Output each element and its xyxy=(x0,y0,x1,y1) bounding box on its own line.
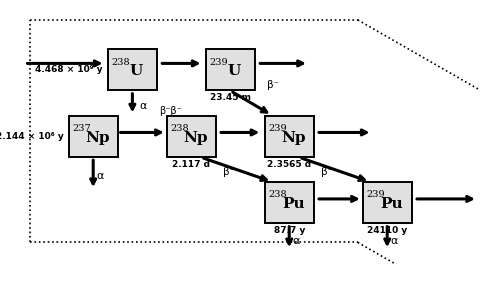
Text: 238: 238 xyxy=(268,191,287,200)
Text: β⁻: β⁻ xyxy=(223,167,235,176)
Text: 24110 y: 24110 y xyxy=(367,226,408,235)
FancyBboxPatch shape xyxy=(264,116,314,157)
Text: 2.117 d: 2.117 d xyxy=(172,160,210,169)
Text: β⁻: β⁻ xyxy=(321,167,333,176)
Text: β⁻: β⁻ xyxy=(267,80,280,90)
Text: α: α xyxy=(97,171,104,181)
Text: 4.468 × 10⁹ y: 4.468 × 10⁹ y xyxy=(36,65,103,74)
Text: 239: 239 xyxy=(210,58,229,67)
Text: 2.3565 d: 2.3565 d xyxy=(267,160,312,169)
Text: Np: Np xyxy=(85,131,110,145)
FancyBboxPatch shape xyxy=(166,116,216,157)
Text: Np: Np xyxy=(183,131,208,145)
FancyBboxPatch shape xyxy=(68,116,117,157)
FancyBboxPatch shape xyxy=(108,49,157,90)
Text: α: α xyxy=(391,235,398,246)
Text: α: α xyxy=(140,101,147,111)
FancyBboxPatch shape xyxy=(264,182,314,223)
Text: β⁻β⁻: β⁻β⁻ xyxy=(160,106,182,116)
Text: 87.7 y: 87.7 y xyxy=(274,226,305,235)
Text: 23.45 m: 23.45 m xyxy=(210,93,251,102)
Text: α: α xyxy=(293,235,300,246)
FancyBboxPatch shape xyxy=(362,182,412,223)
Text: 237: 237 xyxy=(72,124,92,133)
Text: 238: 238 xyxy=(112,58,130,67)
Text: 239: 239 xyxy=(268,124,287,133)
Text: U: U xyxy=(228,64,241,78)
Text: 2.144 × 10⁶ y: 2.144 × 10⁶ y xyxy=(0,132,64,141)
Text: Pu: Pu xyxy=(282,198,304,211)
Text: Np: Np xyxy=(281,131,305,145)
FancyBboxPatch shape xyxy=(206,49,255,90)
Text: 239: 239 xyxy=(366,191,385,200)
Text: Pu: Pu xyxy=(380,198,402,211)
Text: 238: 238 xyxy=(170,124,189,133)
Text: U: U xyxy=(130,64,143,78)
